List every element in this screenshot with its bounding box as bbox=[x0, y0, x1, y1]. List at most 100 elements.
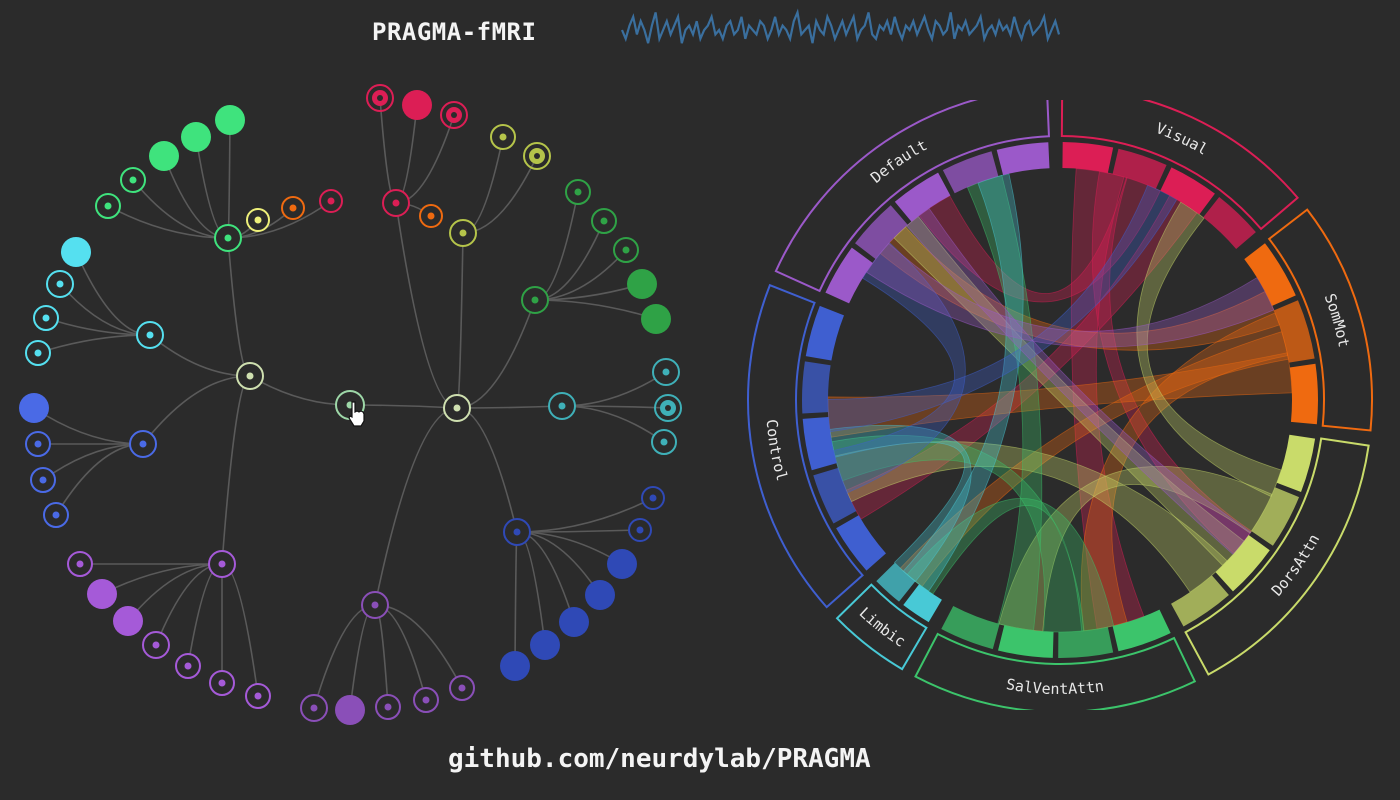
tree-leaf-node[interactable] bbox=[25, 431, 51, 457]
chord-node-arc[interactable] bbox=[813, 467, 857, 524]
tree-leaf-node[interactable] bbox=[449, 675, 475, 701]
network-band[interactable] bbox=[835, 583, 928, 671]
network-tree-view[interactable] bbox=[0, 70, 720, 730]
tree-branch-node[interactable] bbox=[548, 392, 576, 420]
chord-node-arc[interactable] bbox=[894, 172, 951, 222]
tree-leaf-node[interactable] bbox=[245, 683, 271, 709]
chord-node-arc[interactable] bbox=[903, 584, 942, 623]
tree-leaf-node[interactable] bbox=[500, 651, 530, 681]
tree-leaf-node[interactable] bbox=[43, 502, 69, 528]
tree-leaf-node[interactable] bbox=[613, 237, 639, 263]
tree-leaf-node[interactable] bbox=[142, 631, 170, 659]
chord-ribbon[interactable] bbox=[893, 215, 1245, 566]
tree-branch-node[interactable] bbox=[208, 550, 236, 578]
chord-node-arc[interactable] bbox=[1273, 300, 1315, 363]
chord-node-arc[interactable] bbox=[998, 625, 1054, 658]
tree-branch-node[interactable] bbox=[521, 286, 549, 314]
tree-leaf-node[interactable] bbox=[375, 694, 401, 720]
tree-leaf-node[interactable] bbox=[591, 208, 617, 234]
tree-leaf-node[interactable] bbox=[366, 84, 394, 112]
chord-node-arc[interactable] bbox=[1215, 535, 1270, 592]
tree-leaf-node[interactable] bbox=[33, 305, 59, 331]
chord-node-arc[interactable] bbox=[941, 605, 1000, 650]
tree-leaf-node[interactable] bbox=[181, 122, 211, 152]
chord-node-arc[interactable] bbox=[1276, 434, 1316, 493]
chord-node-arc[interactable] bbox=[1289, 363, 1318, 425]
tree-leaf-node[interactable] bbox=[523, 142, 551, 170]
chord-node-arc[interactable] bbox=[825, 247, 873, 304]
tree-leaf-node[interactable] bbox=[652, 358, 680, 386]
tree-branch-node[interactable] bbox=[214, 224, 242, 252]
chord-node-arc[interactable] bbox=[805, 305, 844, 361]
tree-leaf-node[interactable] bbox=[87, 579, 117, 609]
tree-leaf-node[interactable] bbox=[565, 179, 591, 205]
tree-leaf-node[interactable] bbox=[281, 196, 305, 220]
tree-leaf-node[interactable] bbox=[67, 551, 93, 577]
tree-leaf-node[interactable] bbox=[530, 630, 560, 660]
chord-node-arc[interactable] bbox=[1112, 148, 1167, 189]
github-link[interactable]: github.com/neurdylab/PRAGMA bbox=[448, 744, 871, 774]
tree-leaf-node[interactable] bbox=[627, 269, 657, 299]
tree-branch-node[interactable] bbox=[443, 394, 471, 422]
network-band[interactable] bbox=[1184, 437, 1370, 676]
tree-leaf-node[interactable] bbox=[628, 518, 652, 542]
tree-leaf-node[interactable] bbox=[641, 304, 671, 334]
network-band[interactable] bbox=[1060, 100, 1300, 231]
tree-leaf-node[interactable] bbox=[120, 167, 146, 193]
tree-leaf-node[interactable] bbox=[25, 340, 51, 366]
tree-leaf-node[interactable] bbox=[440, 101, 468, 129]
network-band[interactable] bbox=[914, 632, 1197, 710]
tree-leaf-node[interactable] bbox=[402, 90, 432, 120]
chord-diagram[interactable]: VisualSomMotDorsAttnSalVentAttnLimbicCon… bbox=[740, 100, 1380, 710]
tree-branch-node[interactable] bbox=[361, 591, 389, 619]
tree-leaf-node[interactable] bbox=[413, 687, 439, 713]
tree-leaf-node[interactable] bbox=[215, 105, 245, 135]
tree-leaf-node[interactable] bbox=[175, 653, 201, 679]
chord-node-arc[interactable] bbox=[996, 142, 1050, 176]
tree-leaf-node[interactable] bbox=[113, 606, 143, 636]
tree-leaf-node[interactable] bbox=[419, 204, 443, 228]
chord-node-arc[interactable] bbox=[1171, 575, 1229, 627]
chord-ribbon[interactable] bbox=[906, 207, 1252, 556]
tree-branch-node[interactable] bbox=[382, 189, 410, 217]
tree-branch-node[interactable] bbox=[136, 321, 164, 349]
chord-node-arc[interactable] bbox=[1058, 627, 1114, 658]
chord-node-arc[interactable] bbox=[836, 515, 886, 571]
chord-node-arc[interactable] bbox=[1244, 243, 1296, 306]
tree-branch-node[interactable] bbox=[129, 430, 157, 458]
tree-leaf-node[interactable] bbox=[319, 189, 343, 213]
chord-node-arc[interactable] bbox=[1062, 142, 1114, 173]
tree-leaf-node[interactable] bbox=[585, 580, 615, 610]
chord-node-arc[interactable] bbox=[802, 416, 837, 471]
tree-branch-node[interactable] bbox=[503, 518, 531, 546]
tree-leaf-node[interactable] bbox=[335, 695, 365, 725]
tree-leaf-node[interactable] bbox=[95, 193, 121, 219]
network-band[interactable] bbox=[747, 283, 864, 609]
tree-leaf-node[interactable] bbox=[46, 270, 74, 298]
tree-leaf-node[interactable] bbox=[246, 208, 270, 232]
tree-leaf-node[interactable] bbox=[30, 467, 56, 493]
chord-ribbon[interactable] bbox=[1136, 201, 1282, 497]
tree-leaf-node[interactable] bbox=[61, 237, 91, 267]
chord-node-arc[interactable] bbox=[876, 562, 916, 602]
tree-leaf-node[interactable] bbox=[300, 694, 328, 722]
chord-node-arc[interactable] bbox=[1112, 609, 1171, 652]
tree-branch-node[interactable] bbox=[449, 219, 477, 247]
tree-leaf-node[interactable] bbox=[651, 429, 677, 455]
chord-ribbon[interactable] bbox=[833, 242, 966, 494]
tree-branch-node[interactable] bbox=[236, 362, 264, 390]
tree-leaf-node[interactable] bbox=[490, 124, 516, 150]
chord-node-arc[interactable] bbox=[1251, 487, 1300, 546]
tree-leaf-node[interactable] bbox=[654, 394, 682, 422]
chord-node-arc[interactable] bbox=[802, 361, 831, 414]
chord-node-arc[interactable] bbox=[942, 151, 999, 194]
tree-leaf-node[interactable] bbox=[641, 486, 665, 510]
tree-leaf-node[interactable] bbox=[149, 141, 179, 171]
chord-ribbon[interactable] bbox=[906, 498, 1115, 632]
chord-node-arc[interactable] bbox=[855, 205, 908, 260]
network-band[interactable] bbox=[774, 100, 1050, 293]
network-band[interactable] bbox=[1267, 208, 1373, 432]
tree-leaf-node[interactable] bbox=[607, 549, 637, 579]
chord-node-arc[interactable] bbox=[1203, 196, 1256, 250]
tree-leaf-node[interactable] bbox=[559, 607, 589, 637]
